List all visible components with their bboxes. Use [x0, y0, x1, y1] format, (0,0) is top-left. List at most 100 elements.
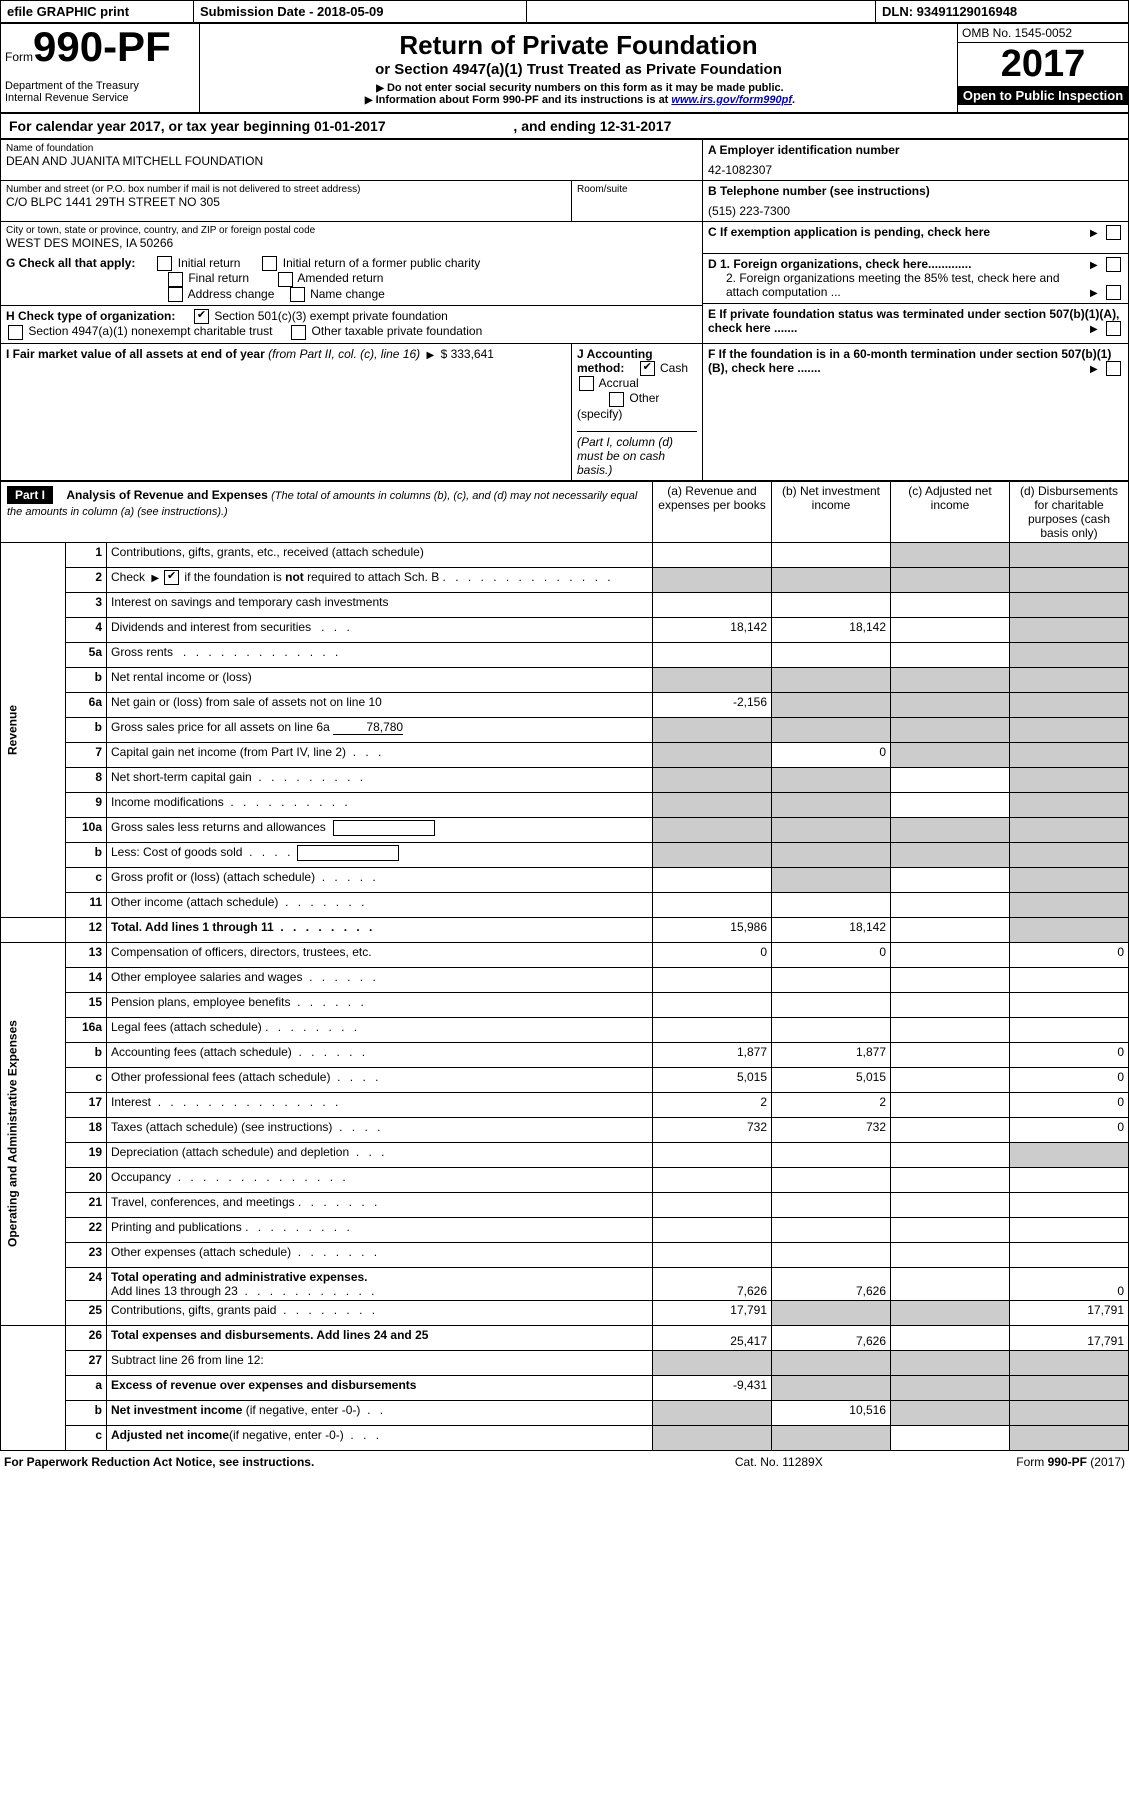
table-row: 23 Other expenses (attach schedule) . . … — [1, 1242, 1129, 1267]
ein-cell: A Employer identification number 42-1082… — [703, 140, 1129, 181]
line27a-a: -9,431 — [653, 1375, 772, 1400]
addr-value: C/O BLPC 1441 29TH STREET NO 305 — [6, 195, 566, 209]
f-checkbox[interactable] — [1106, 361, 1121, 376]
h-4947-checkbox[interactable] — [8, 325, 23, 340]
table-row: b Less: Cost of goods sold . . . . — [1, 842, 1129, 867]
g-initial-former-checkbox[interactable] — [262, 256, 277, 271]
j-accrual-label: Accrual — [599, 376, 639, 390]
arrow-icon — [424, 347, 438, 361]
j-cash-label: Cash — [660, 361, 688, 375]
table-row: a Excess of revenue over expenses and di… — [1, 1375, 1129, 1400]
line25-a: 17,791 — [653, 1300, 772, 1325]
name-label: Name of foundation — [6, 143, 697, 154]
calendar-text: For calendar year 2017, or tax year begi… — [1, 114, 1129, 139]
table-row: 19 Depreciation (attach schedule) and de… — [1, 1142, 1129, 1167]
ein-value: 42-1082307 — [708, 163, 1123, 177]
line16b-d: 0 — [1010, 1042, 1129, 1067]
table-row: 9 Income modifications . . . . . . . . .… — [1, 792, 1129, 817]
h-501c3-label: Section 501(c)(3) exempt private foundat… — [214, 309, 447, 323]
g-addr-label: Address change — [188, 287, 275, 301]
tax-year: 2017 — [958, 43, 1128, 86]
arrow-icon — [1087, 361, 1101, 375]
f-cell: F If the foundation is in a 60-month ter… — [703, 343, 1129, 480]
g-name-checkbox[interactable] — [290, 287, 305, 302]
g-label: G Check all that apply: — [6, 256, 135, 270]
line13-a: 0 — [653, 942, 772, 967]
table-row: b Net rental income or (loss) — [1, 667, 1129, 692]
g-amended-checkbox[interactable] — [278, 272, 293, 287]
e-cell: E If private foundation status was termi… — [703, 303, 1129, 343]
line4-a: 18,142 — [653, 617, 772, 642]
j-cell: J Accounting method: Cash Accrual Other … — [572, 343, 703, 480]
irs-label: Internal Revenue Service — [5, 92, 195, 104]
e-label: E If private foundation status was termi… — [708, 307, 1119, 335]
table-row: 2 Check if the foundation is not require… — [1, 567, 1129, 592]
c-checkbox[interactable] — [1106, 225, 1121, 240]
open-to-public: Open to Public Inspection — [958, 86, 1128, 105]
line16b-b: 1,877 — [772, 1042, 891, 1067]
table-row: 6a Net gain or (loss) from sale of asset… — [1, 692, 1129, 717]
info-note: Information about Form 990-PF and its in… — [376, 94, 672, 106]
col-b-header: (b) Net investment income — [772, 481, 891, 542]
table-row: 21 Travel, conferences, and meetings . .… — [1, 1192, 1129, 1217]
g-addr-checkbox[interactable] — [168, 287, 183, 302]
line17-d: 0 — [1010, 1092, 1129, 1117]
line18-d: 0 — [1010, 1117, 1129, 1142]
table-row: 14 Other employee salaries and wages . .… — [1, 967, 1129, 992]
footer-right: Form 990-PF (2017) — [881, 1451, 1129, 1473]
footer-left: For Paperwork Reduction Act Notice, see … — [0, 1451, 677, 1473]
col-c-header: (c) Adjusted net income — [891, 481, 1010, 542]
line13-d: 0 — [1010, 942, 1129, 967]
j-accrual-checkbox[interactable] — [579, 376, 594, 391]
table-row: 18 Taxes (attach schedule) (see instruct… — [1, 1117, 1129, 1142]
schb-checkbox[interactable] — [164, 570, 179, 585]
ein-label: A Employer identification number — [708, 143, 1123, 157]
line6b-sub: 78,780 — [333, 720, 403, 735]
city-label: City or town, state or province, country… — [6, 225, 697, 236]
form-subtitle: or Section 4947(a)(1) Trust Treated as P… — [206, 61, 951, 78]
arrow-icon — [1087, 285, 1101, 299]
room-label: Room/suite — [577, 184, 697, 195]
d1-checkbox[interactable] — [1106, 257, 1121, 272]
d2-checkbox[interactable] — [1106, 285, 1121, 300]
table-row: 4 Dividends and interest from securities… — [1, 617, 1129, 642]
expenses-section-label: Operating and Administrative Expenses — [1, 942, 66, 1325]
arrow-icon — [1087, 225, 1101, 239]
h-cell: H Check type of organization: Section 50… — [1, 305, 703, 343]
line26-d: 17,791 — [1010, 1325, 1129, 1350]
line16c-a: 5,015 — [653, 1067, 772, 1092]
i-value: $ 333,641 — [441, 347, 494, 361]
top-spacer — [527, 1, 876, 23]
g-name-label: Name change — [310, 287, 385, 301]
j-note: (Part I, column (d) must be on cash basi… — [577, 435, 697, 477]
h-501c3-checkbox[interactable] — [194, 309, 209, 324]
form-id-cell: Form990-PF Department of the Treasury In… — [1, 24, 200, 113]
j-cash-checkbox[interactable] — [640, 361, 655, 376]
irs-link[interactable]: www.irs.gov/form990pf — [671, 94, 792, 106]
arrow-icon — [1087, 321, 1101, 335]
line24-b: 7,626 — [772, 1267, 891, 1300]
table-row: 20 Occupancy . . . . . . . . . . . . . . — [1, 1167, 1129, 1192]
calendar-row: For calendar year 2017, or tax year begi… — [0, 113, 1129, 139]
table-row: 15 Pension plans, employee benefits . . … — [1, 992, 1129, 1017]
omb: OMB No. 1545-0052 — [958, 24, 1128, 43]
addr-cell: Number and street (or P.O. box number if… — [1, 181, 572, 222]
line4-b: 18,142 — [772, 617, 891, 642]
f-label: F If the foundation is in a 60-month ter… — [708, 347, 1111, 375]
h-label: H Check type of organization: — [6, 309, 175, 323]
e-checkbox[interactable] — [1106, 321, 1121, 336]
table-row: 7 Capital gain net income (from Part IV,… — [1, 742, 1129, 767]
table-row: Revenue 1 Contributions, gifts, grants, … — [1, 542, 1129, 567]
j-other-checkbox[interactable] — [609, 392, 624, 407]
table-row: 26 Total expenses and disbursements. Add… — [1, 1325, 1129, 1350]
form-number: 990-PF — [33, 23, 171, 70]
submission-date: Submission Date - 2018-05-09 — [194, 1, 527, 23]
table-row: 24 Total operating and administrative ex… — [1, 1267, 1129, 1300]
g-initial-checkbox[interactable] — [157, 256, 172, 271]
h-other-checkbox[interactable] — [291, 325, 306, 340]
line17-a: 2 — [653, 1092, 772, 1117]
g-final-checkbox[interactable] — [168, 272, 183, 287]
arrow-icon — [373, 82, 387, 94]
line24-a: 7,626 — [653, 1267, 772, 1300]
table-row: c Other professional fees (attach schedu… — [1, 1067, 1129, 1092]
